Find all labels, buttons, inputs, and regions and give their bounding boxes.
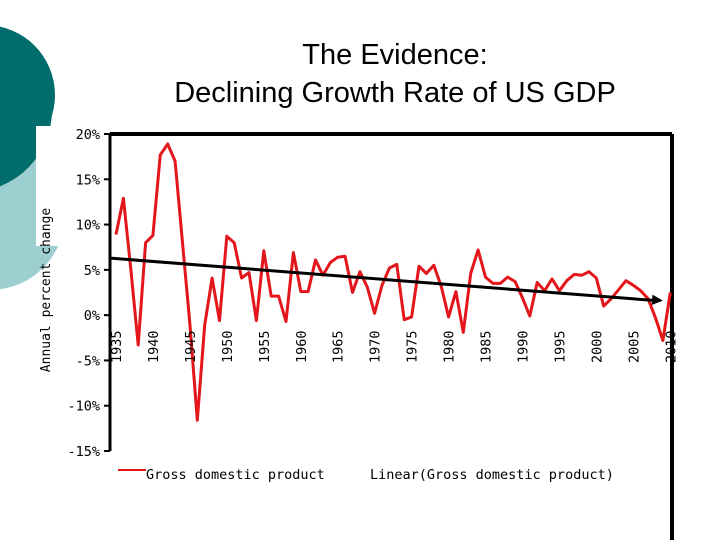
x-tick-label: 1960 (294, 330, 310, 363)
x-tick-label: 2000 (589, 330, 605, 363)
title-line-1: The Evidence: (302, 39, 488, 71)
x-tick-label: 1935 (109, 330, 125, 363)
x-tick-label: 1975 (405, 330, 421, 363)
x-tick-label: 1965 (331, 330, 347, 363)
trend-arrowhead (651, 294, 663, 306)
x-tick-label: 1940 (146, 330, 162, 363)
legend-label-trend: Linear(Gross domestic product) (370, 467, 614, 483)
x-tick-label: 1955 (257, 330, 273, 363)
y-tick-label: 10% (76, 218, 100, 234)
y-tick-label: -10% (67, 399, 100, 415)
x-tick-label: 2005 (626, 330, 642, 363)
x-tick-label: 1945 (183, 330, 199, 363)
legend-label-gdp: Gross domestic product (146, 467, 325, 483)
slide-title: The Evidence: Declining Growth Rate of U… (90, 36, 700, 112)
legend: Gross domestic product Linear(Gross dome… (118, 467, 614, 483)
x-tick-label: 2010 (663, 330, 679, 363)
x-tick-label: 1990 (515, 330, 531, 363)
x-tick-label: 1950 (220, 330, 236, 363)
y-tick-label: 0% (84, 308, 100, 324)
title-line-2: Declining Growth Rate of US GDP (174, 77, 616, 109)
y-tick-label: -5% (76, 353, 100, 369)
y-tick-label: 20% (76, 127, 100, 143)
gdp-series-line (114, 142, 672, 422)
y-tick-label: 5% (84, 263, 100, 279)
chart-backdrop (36, 126, 116, 246)
x-tick-label: 1995 (552, 330, 568, 363)
x-tick-label: 1980 (442, 330, 458, 363)
x-tick-label: 1985 (479, 330, 495, 363)
y-tick-label: 15% (76, 172, 100, 188)
y-tick-label: -15% (67, 444, 100, 460)
y-axis-label: Annual percent change (39, 208, 54, 373)
trend-line (108, 256, 657, 303)
x-tick-label: 1970 (368, 330, 384, 363)
